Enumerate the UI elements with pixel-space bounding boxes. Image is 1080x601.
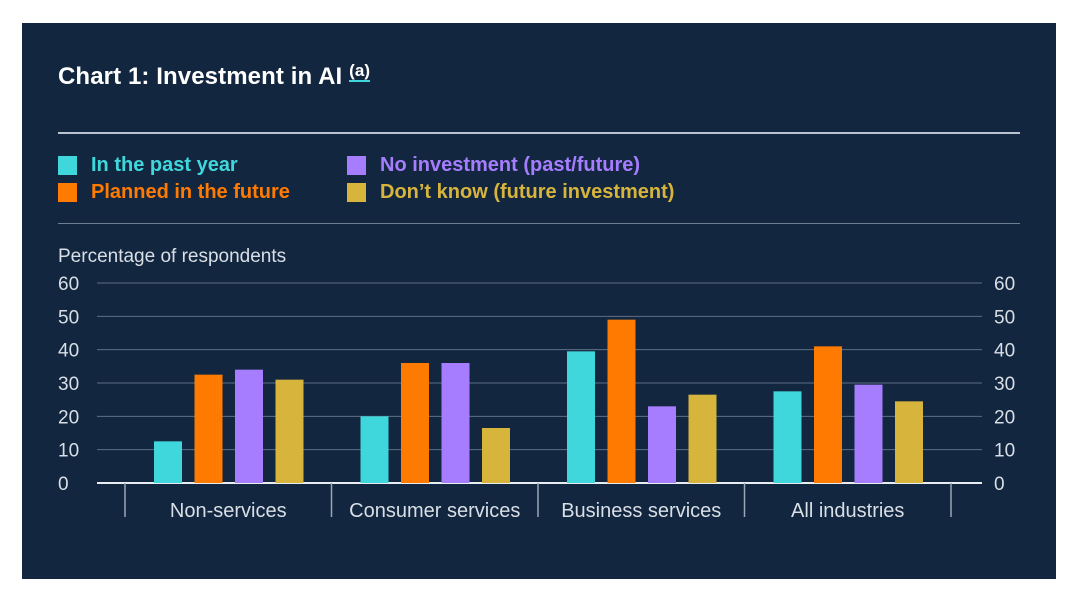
x-tick-label: Business services [561, 500, 721, 522]
bar [773, 391, 802, 483]
legend-item: Don’t know (future investment) [347, 181, 674, 204]
y-tick-label-right: 20 [994, 407, 1015, 428]
y-tick-label-left: 20 [58, 407, 79, 428]
bar [648, 406, 676, 483]
bar [194, 374, 223, 483]
legend-label: In the past year [91, 154, 238, 176]
legend-item: In the past year [58, 154, 238, 177]
y-tick-label-left: 0 [58, 474, 69, 495]
x-tick-label: Non-services [170, 500, 287, 522]
chart-panel: Chart 1: Investment in AI (a) In the pas… [22, 23, 1056, 579]
y-axis-label: Percentage of respondents [58, 246, 287, 267]
legend-swatch [58, 183, 77, 202]
bar [607, 319, 636, 483]
legend-label: Don’t know (future investment) [380, 181, 675, 203]
bar [854, 384, 883, 483]
y-tick-label-right: 40 [994, 341, 1015, 362]
title-footnote-link[interactable]: (a) [349, 61, 371, 82]
y-tick-label-left: 10 [58, 441, 79, 462]
y-tick-label-right: 10 [994, 441, 1015, 462]
legend-swatch [58, 156, 77, 175]
bar [814, 346, 842, 483]
y-tick-label-right: 0 [994, 474, 1005, 495]
y-tick-label-left: 60 [58, 274, 79, 295]
legend-swatch [347, 183, 366, 202]
bar [275, 379, 304, 483]
y-tick-label-right: 60 [994, 274, 1015, 295]
legend-item: No investment (past/future) [347, 154, 640, 177]
bar [235, 369, 263, 483]
legend-swatch [347, 156, 366, 175]
bar [482, 428, 510, 483]
bar [154, 441, 182, 483]
bar [360, 416, 389, 483]
legend-label: No investment (past/future) [380, 154, 641, 176]
y-tick-label-right: 50 [994, 307, 1015, 328]
title-divider [58, 132, 1020, 134]
legend-item: Planned in the future [58, 181, 290, 204]
bar [441, 363, 470, 483]
bar [688, 394, 717, 483]
chart-title: Chart 1: Investment in AI (a) [58, 61, 371, 90]
y-tick-label-right: 30 [994, 374, 1015, 395]
bar [895, 401, 923, 483]
bar [567, 351, 595, 483]
y-tick-label-left: 40 [58, 341, 79, 362]
x-tick-label: All industries [791, 500, 904, 522]
x-tick-label: Consumer services [349, 500, 520, 522]
bar [401, 363, 429, 483]
y-tick-label-left: 50 [58, 307, 79, 328]
legend-label: Planned in the future [91, 181, 290, 203]
legend-divider [58, 223, 1020, 224]
y-tick-label-left: 30 [58, 374, 79, 395]
